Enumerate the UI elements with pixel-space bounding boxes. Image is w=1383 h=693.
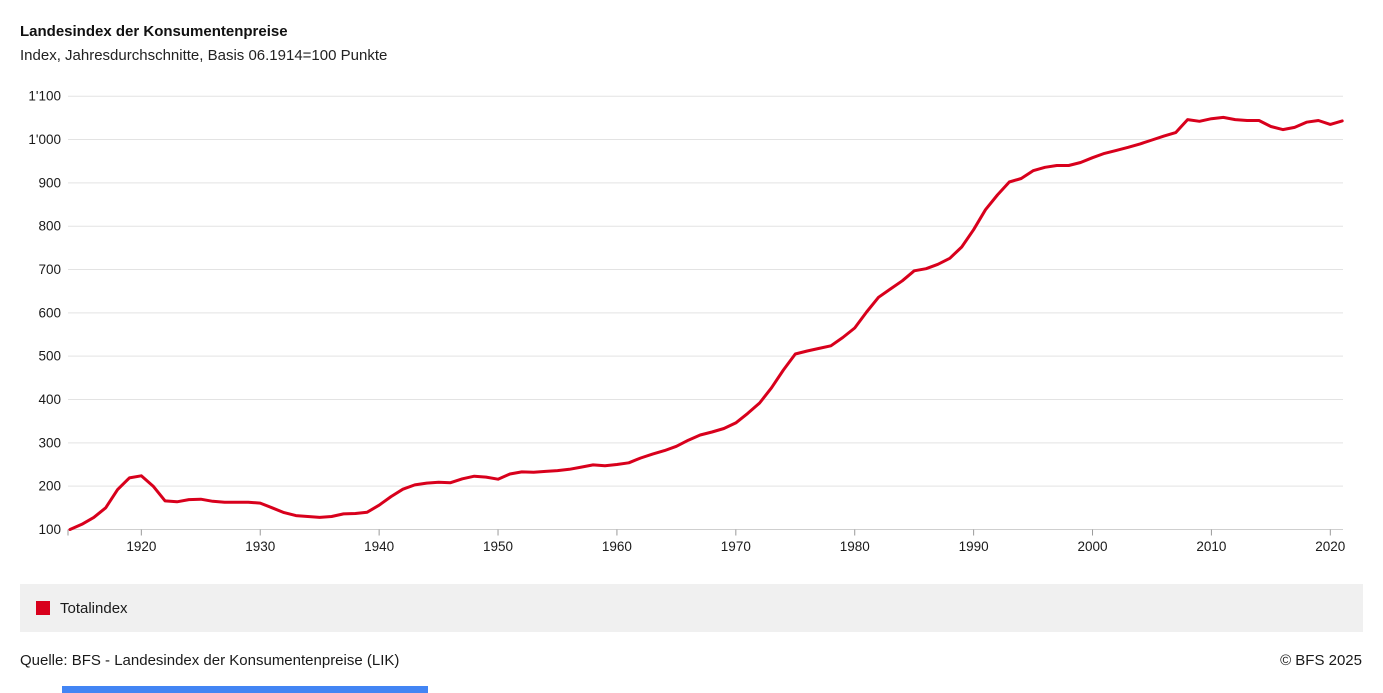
y-tick-label: 600: [38, 305, 61, 320]
x-tick-label: 2000: [1077, 539, 1107, 554]
x-tick-label: 2010: [1196, 539, 1226, 554]
x-tick-label: 1980: [840, 539, 870, 554]
y-tick-label: 200: [38, 479, 61, 494]
legend-swatch-totalindex: [36, 601, 50, 615]
x-tick-label: 1940: [364, 539, 394, 554]
y-tick-label: 400: [38, 392, 61, 407]
x-tick-label: 2020: [1315, 539, 1345, 554]
y-tick-label: 300: [38, 435, 61, 450]
page-title: Landesindex der Konsumentenpreise: [20, 23, 288, 40]
x-tick-label: 1920: [126, 539, 156, 554]
y-tick-label: 800: [38, 219, 61, 234]
x-tick-label: 1930: [245, 539, 275, 554]
footer-source: Quelle: BFS - Landesindex der Konsumente…: [20, 652, 400, 669]
y-tick-label: 1'100: [28, 89, 61, 104]
x-tick-label: 1990: [959, 539, 989, 554]
page-subtitle: Index, Jahresdurchschnitte, Basis 06.191…: [20, 47, 388, 64]
legend-bar: Totalindex: [20, 584, 1363, 632]
y-tick-label: 900: [38, 175, 61, 190]
y-tick-label: 700: [38, 262, 61, 277]
horizontal-scrollbar-thumb[interactable]: [62, 686, 428, 693]
chart-canvas: 100 200 300 400 500 600 700 800 900 1'000 1'100 192…: [28, 89, 1345, 554]
footer-copyright: © BFS 2025: [1280, 652, 1362, 669]
totalindex-line[interactable]: [68, 115, 1344, 531]
y-tick-label: 100: [38, 522, 61, 537]
x-tick-label: 1970: [721, 539, 751, 554]
x-tick-label: 1960: [602, 539, 632, 554]
legend-label-totalindex: Totalindex: [60, 599, 128, 617]
x-tick-label: 1950: [483, 539, 513, 554]
y-tick-label: 500: [38, 349, 61, 364]
y-tick-label: 1'000: [28, 132, 61, 147]
